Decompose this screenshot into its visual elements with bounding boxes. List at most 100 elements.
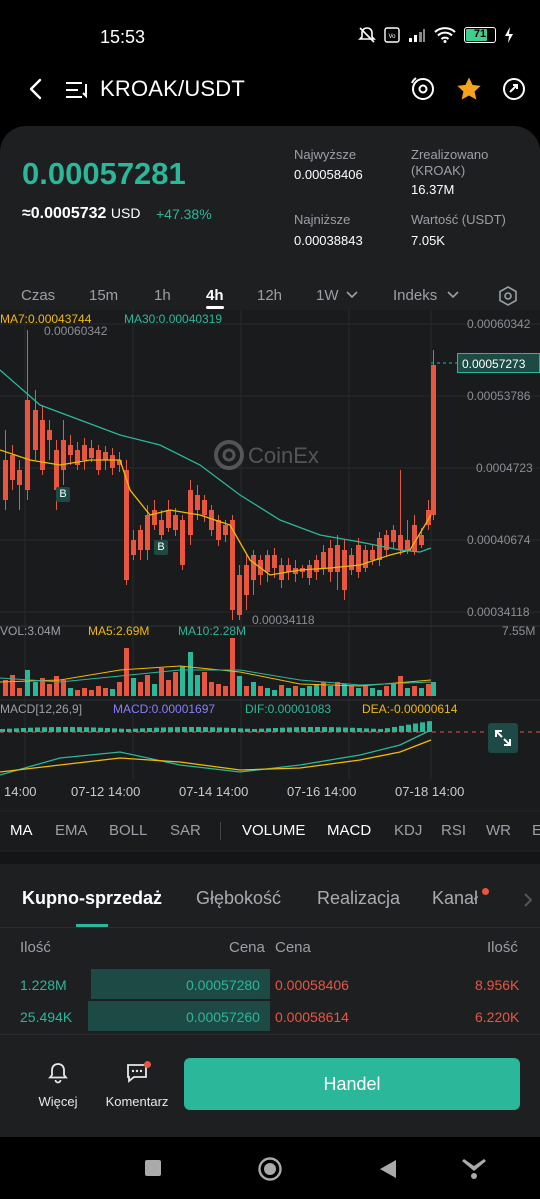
recent-apps-icon[interactable]	[145, 1160, 161, 1176]
share-chart-icon[interactable]	[500, 75, 528, 103]
ind-e[interactable]: E	[532, 822, 540, 839]
candle	[166, 500, 171, 532]
candle	[398, 470, 403, 555]
indicator-divider	[220, 822, 221, 840]
ob-header-qty-ask: Ilość	[487, 939, 518, 956]
candle-body	[335, 545, 340, 572]
ind-rsi[interactable]: RSI	[441, 822, 467, 839]
status-bar: 15:53 Vo 71	[0, 0, 540, 70]
tf-4h[interactable]: 4h	[206, 286, 224, 304]
volume-bar	[230, 638, 235, 696]
candle-body	[370, 550, 375, 560]
ind-ma[interactable]: MA	[10, 822, 33, 839]
more-label: Więcej	[38, 1094, 78, 1109]
status-icons: Vo 71	[358, 26, 514, 44]
ask-price[interactable]: 0.00058406	[275, 977, 349, 993]
ind-kdj[interactable]: KDJ	[394, 822, 423, 839]
volume-value: 16.37M	[411, 182, 455, 197]
candle	[328, 540, 333, 582]
bid-price[interactable]: 0.00057260	[186, 1009, 260, 1025]
price-alert-icon[interactable]	[408, 74, 438, 104]
macd-bar	[182, 727, 187, 732]
candle	[391, 525, 396, 548]
tab-trades[interactable]: Realizacja	[317, 888, 401, 908]
ob-header-price-ask: Cena	[275, 939, 311, 956]
ask-price[interactable]: 0.00058614	[275, 1009, 349, 1025]
ind-macd[interactable]: MACD	[327, 822, 372, 839]
macd-bar	[329, 727, 334, 732]
candle	[384, 530, 389, 556]
tf-time[interactable]: Czas	[21, 286, 56, 304]
price-axis-4: 0.00040674	[467, 533, 531, 547]
candle-body	[265, 555, 270, 572]
volume-bar	[138, 682, 143, 696]
star-favorite-icon[interactable]	[455, 75, 483, 103]
kline-chart[interactable]: CoinEx	[0, 310, 540, 810]
macd-bar	[91, 727, 96, 732]
volume-bar	[426, 684, 431, 696]
candle-body	[188, 490, 193, 535]
ind-ema[interactable]: EMA	[55, 822, 88, 839]
more-tabs-icon[interactable]	[522, 892, 534, 908]
tf-1w[interactable]: 1W	[316, 286, 339, 304]
ma30-legend: MA30:0.00040319	[124, 312, 223, 326]
pair-list-icon[interactable]	[64, 80, 90, 100]
comment-button[interactable]: Komentarz	[102, 1061, 172, 1109]
vol-ma5-line	[0, 665, 432, 687]
home-icon[interactable]	[257, 1156, 283, 1182]
macd-bar	[147, 727, 152, 732]
tf-12h[interactable]: 12h	[257, 286, 283, 304]
battery-level: 71	[473, 28, 487, 40]
pair-title[interactable]: KROAK/USDT	[100, 76, 246, 101]
tab-depth[interactable]: Głębokość	[196, 888, 282, 908]
comment-label: Komentarz	[105, 1094, 169, 1109]
candle-body	[405, 540, 410, 550]
tf-15m[interactable]: 15m	[89, 286, 119, 304]
macd-bar	[301, 727, 306, 732]
volume-bar	[124, 648, 129, 696]
ind-volume[interactable]: VOLUME	[242, 822, 306, 839]
candle-body	[110, 455, 115, 468]
ma30-line	[0, 369, 432, 553]
candle	[47, 420, 52, 460]
trade-button[interactable]: Handel	[184, 1058, 520, 1110]
more-button[interactable]: Więcej	[30, 1061, 86, 1109]
bid-price[interactable]: 0.00057280	[186, 977, 260, 993]
ind-sar[interactable]: SAR	[170, 822, 201, 839]
candle-body	[314, 560, 319, 572]
volume-bar	[258, 686, 263, 696]
back-icon[interactable]	[378, 1158, 398, 1180]
macd-bar	[350, 727, 355, 732]
volume-bar	[180, 666, 185, 696]
candle-body	[180, 520, 185, 565]
macd-bar	[154, 727, 159, 732]
macd-bar	[280, 727, 285, 732]
volume-bar	[145, 675, 150, 696]
assist-icon[interactable]	[460, 1157, 488, 1181]
candle-body	[363, 550, 368, 568]
back-arrow-icon[interactable]	[26, 78, 46, 100]
candle-body	[349, 555, 354, 570]
bid-qty: 25.494K	[20, 1009, 73, 1025]
macd-bar	[238, 728, 243, 732]
macd-bar	[112, 728, 117, 732]
tf-1h[interactable]: 1h	[154, 286, 171, 304]
ind-boll[interactable]: BOLL	[109, 822, 148, 839]
candle	[307, 560, 312, 585]
candle-body	[342, 550, 347, 590]
candle	[237, 565, 242, 620]
candle-body	[103, 452, 108, 460]
tab-channel[interactable]: Kanał	[432, 888, 479, 908]
tf-index[interactable]: Indeks	[393, 286, 438, 304]
ind-wr[interactable]: WR	[486, 822, 511, 839]
market-tabs: Kupno-sprzedaż Głębokość Realizacja Kana…	[0, 864, 540, 928]
volume-bar	[377, 690, 382, 696]
ask-qty: 8.956K	[475, 977, 520, 993]
chart-settings-icon[interactable]	[498, 286, 518, 306]
fullscreen-button[interactable]	[488, 723, 518, 753]
tab-order-book[interactable]: Kupno-sprzedaż	[22, 888, 163, 908]
section-separator	[0, 852, 540, 864]
date-axis-5: 07-18 14:00	[395, 784, 465, 799]
macd-bar	[63, 727, 68, 732]
candle	[412, 515, 417, 555]
